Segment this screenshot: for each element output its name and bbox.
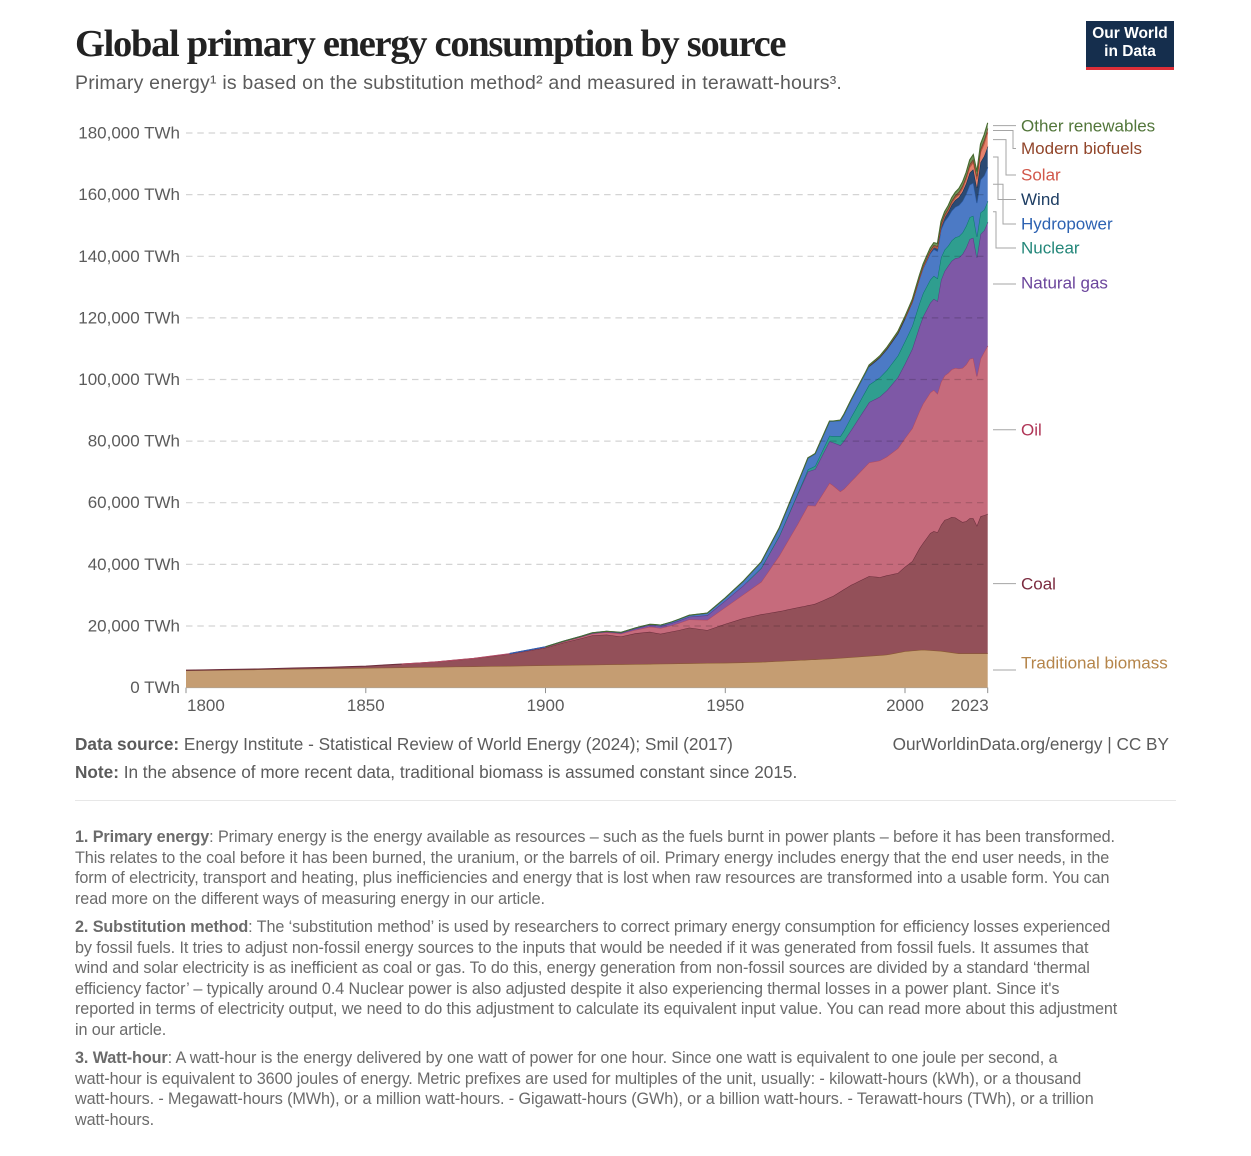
svg-text:Hydropower: Hydropower xyxy=(1021,215,1113,234)
svg-text:Wind: Wind xyxy=(1021,190,1060,209)
svg-text:Other renewables: Other renewables xyxy=(1021,117,1155,136)
svg-text:1850: 1850 xyxy=(347,696,385,715)
svg-text:100,000 TWh: 100,000 TWh xyxy=(78,370,180,389)
svg-text:Solar: Solar xyxy=(1021,166,1061,185)
svg-text:20,000 TWh: 20,000 TWh xyxy=(88,617,180,636)
svg-text:Nuclear: Nuclear xyxy=(1021,239,1080,258)
svg-text:1900: 1900 xyxy=(527,696,565,715)
svg-text:Natural gas: Natural gas xyxy=(1021,274,1108,293)
svg-text:40,000 TWh: 40,000 TWh xyxy=(88,555,180,574)
svg-text:2000: 2000 xyxy=(886,696,924,715)
svg-text:1950: 1950 xyxy=(706,696,744,715)
svg-text:Oil: Oil xyxy=(1021,421,1042,440)
svg-text:Modern biofuels: Modern biofuels xyxy=(1021,139,1142,158)
svg-text:120,000 TWh: 120,000 TWh xyxy=(78,308,180,327)
svg-text:140,000 TWh: 140,000 TWh xyxy=(78,247,180,266)
svg-text:80,000 TWh: 80,000 TWh xyxy=(88,432,180,451)
svg-text:Coal: Coal xyxy=(1021,575,1056,594)
svg-text:1800: 1800 xyxy=(187,696,225,715)
svg-text:180,000 TWh: 180,000 TWh xyxy=(78,124,180,143)
svg-text:160,000 TWh: 160,000 TWh xyxy=(78,185,180,204)
svg-text:2023: 2023 xyxy=(951,696,989,715)
svg-text:60,000 TWh: 60,000 TWh xyxy=(88,493,180,512)
svg-text:Traditional biomass: Traditional biomass xyxy=(1021,654,1168,673)
svg-text:0 TWh: 0 TWh xyxy=(130,678,180,697)
